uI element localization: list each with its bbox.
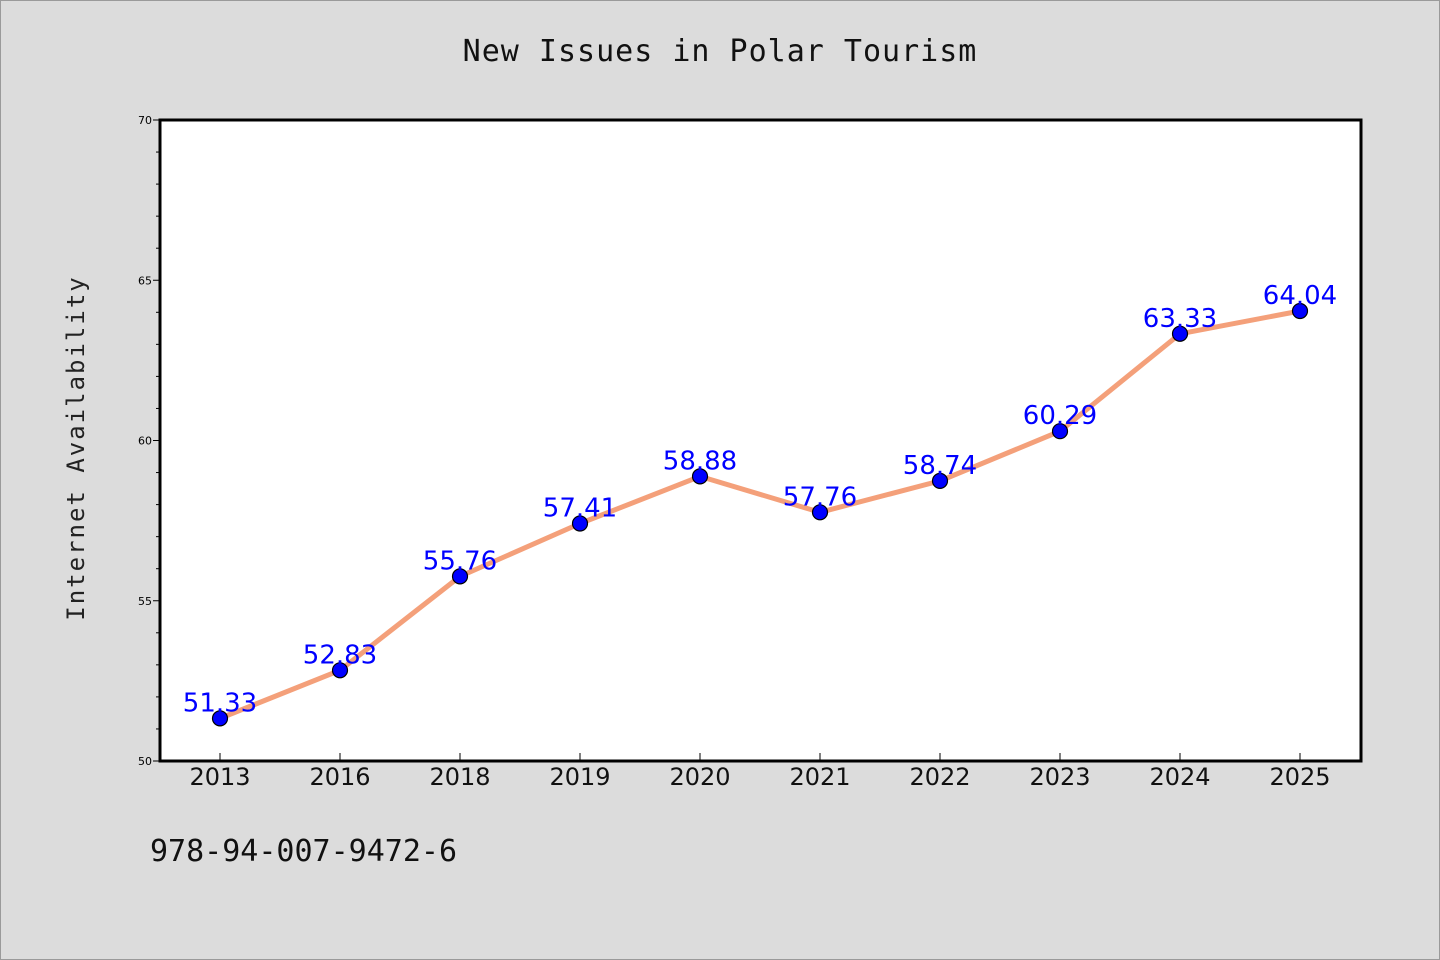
x-tick-label: 2023 xyxy=(1029,763,1090,791)
data-label: 55.76 xyxy=(423,546,497,576)
data-point xyxy=(811,504,829,521)
data-point xyxy=(211,710,229,727)
chart-title: New Issues in Polar Tourism xyxy=(462,34,978,69)
data-label: 63.33 xyxy=(1143,304,1217,334)
data-label: 58.88 xyxy=(663,446,737,476)
data-label: 52.83 xyxy=(303,640,377,670)
data-point xyxy=(331,662,349,679)
x-tick-label: 2018 xyxy=(429,763,490,791)
x-tick-label: 2013 xyxy=(189,763,250,791)
x-axis: 2013 2016 2018 2019 2020 2021 2022 2023 2024 2025 xyxy=(189,753,1331,791)
data-point xyxy=(1051,423,1069,440)
x-tick-label: 2024 xyxy=(1149,763,1210,791)
series-line xyxy=(217,308,1303,721)
y-tick-label: 55 xyxy=(138,595,152,608)
x-tick-label: 2025 xyxy=(1269,763,1330,791)
x-tick-label: 2021 xyxy=(789,763,850,791)
x-tick-label: 2022 xyxy=(909,763,970,791)
y-tick-label: 70 xyxy=(138,114,152,127)
series-line-group xyxy=(217,308,1303,721)
data-label: 58.74 xyxy=(903,451,977,481)
data-point xyxy=(1291,302,1309,320)
data-point xyxy=(691,468,709,485)
y-tick-label: 50 xyxy=(138,755,152,768)
data-point xyxy=(571,515,589,532)
y-axis: 50 55 60 65 70 xyxy=(138,114,160,768)
x-tick-label: 2019 xyxy=(549,763,610,791)
data-labels-group: 51.33 52.83 55.76 57.41 58.88 57.76 58.74 60.29… xyxy=(183,281,1337,718)
x-tick-label: 2020 xyxy=(669,763,730,791)
data-point xyxy=(931,472,949,489)
data-label: 64.04 xyxy=(1263,281,1337,311)
data-label: 57.41 xyxy=(543,494,617,524)
series-markers-group xyxy=(211,302,1309,727)
data-label: 57.76 xyxy=(783,482,857,512)
data-label: 51.33 xyxy=(183,688,257,718)
data-label: 60.29 xyxy=(1023,401,1097,431)
data-point xyxy=(1171,325,1189,342)
isbn-label: 978-94-007-9472-6 xyxy=(150,834,458,869)
data-point xyxy=(451,568,469,585)
y-tick-label: 65 xyxy=(138,274,152,287)
x-tick-label: 2016 xyxy=(309,763,370,791)
y-tick-label: 60 xyxy=(138,435,152,448)
